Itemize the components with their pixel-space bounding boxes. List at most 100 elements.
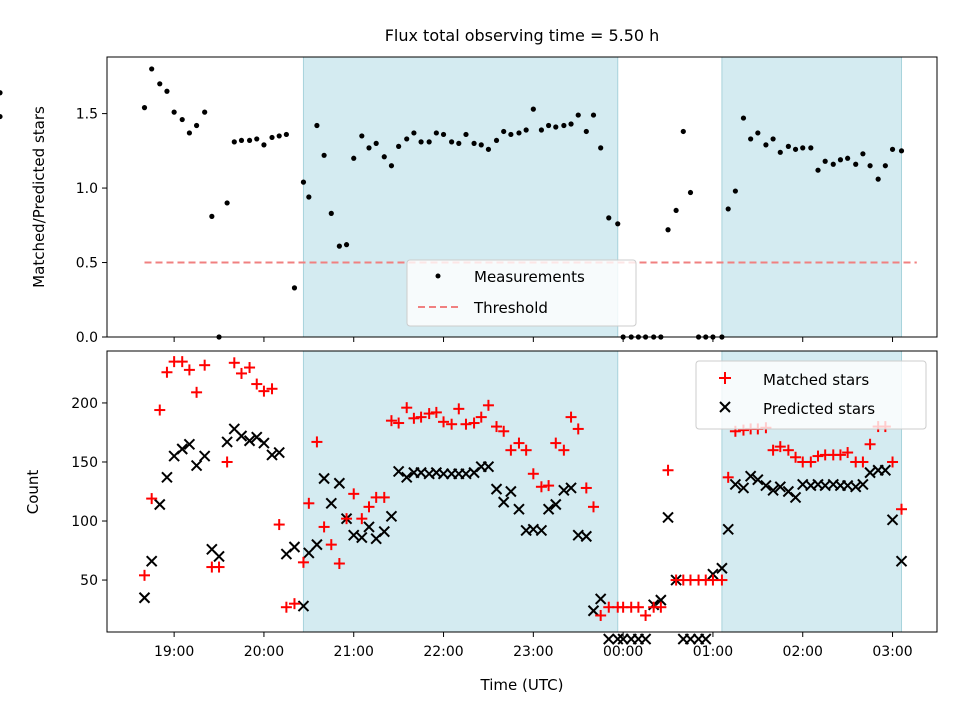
x-tick-label: 00:00 [603, 644, 643, 660]
matched-star-point [887, 456, 899, 468]
matched-star-point [572, 423, 584, 435]
measurement-point [291, 285, 298, 291]
matched-star-point [199, 359, 211, 371]
measurement-point [615, 221, 621, 227]
matched-star-point [430, 406, 442, 418]
predicted-star-point [401, 471, 413, 484]
x-axis-label: Time (UTC) [480, 676, 564, 694]
bottom-y-ticks: 50 100 150 200 [71, 396, 107, 589]
matched-star-point [632, 601, 644, 613]
matched-star-point [834, 449, 846, 461]
matched-star-point [842, 447, 854, 459]
predicted-star-point [183, 438, 196, 450]
measurement-point [209, 213, 215, 219]
measurement-point [800, 145, 806, 151]
predicted-star-point [297, 600, 310, 612]
predicted-star-point [716, 562, 728, 574]
measurement-point [157, 81, 163, 87]
x-tick-label: 03:00 [872, 644, 912, 660]
measurement-point [553, 124, 559, 130]
predicted-star-point [594, 593, 607, 605]
measurement-point [231, 139, 237, 145]
measurement-point [351, 155, 357, 161]
matched-star-point [438, 416, 450, 428]
predicted-star-point [603, 633, 615, 645]
shaded-interval-1 [302, 350, 619, 633]
matched-star-point [520, 444, 532, 456]
predicted-star-point [612, 633, 624, 645]
measurement-point [755, 130, 761, 136]
predicted-star-point [190, 459, 203, 472]
measurement-point [538, 127, 545, 133]
matched-star-point [333, 558, 345, 570]
predicted-star-point [363, 521, 375, 533]
measurement-point [254, 136, 260, 142]
measurement-point [300, 179, 307, 185]
predicted-star-point [235, 430, 248, 442]
matched-star-point [446, 418, 458, 430]
predicted-star-point [497, 496, 510, 508]
measurement-point [366, 145, 372, 151]
measurement-point [808, 145, 814, 151]
measurement-point [373, 140, 379, 146]
measurement-point [328, 210, 334, 216]
matched-star-point [460, 418, 472, 430]
measurement-point [501, 128, 507, 135]
predicted-star-point [558, 484, 570, 497]
x-tick-label: 01:00 [693, 644, 733, 660]
predicted-star-point [864, 466, 876, 479]
legend-marker-matched [719, 372, 731, 384]
measurement-point [426, 139, 432, 145]
measurement-point [471, 140, 477, 146]
y-tick-label: 0.5 [76, 256, 98, 272]
measurement-point [321, 152, 327, 158]
y-tick-label: 150 [71, 455, 98, 471]
measurement-point [561, 122, 567, 129]
measurement-point [261, 142, 267, 148]
predicted-star-point [505, 485, 517, 498]
top-legend[interactable]: Measurements Threshold [406, 259, 637, 327]
measurement-point [396, 143, 402, 149]
matched-star-point [311, 436, 323, 448]
predicted-star-point [744, 470, 757, 482]
matched-star-point [655, 601, 667, 613]
top-panel: 0.0 0.5 1.0 1.5 Matched/Predicted stars Mea… [0, 56, 938, 346]
matched-star-point [491, 421, 503, 433]
predicted-star-point [243, 435, 256, 447]
measurement-point [411, 130, 417, 136]
chart-title: Flux total observing time = 5.50 h [385, 26, 660, 45]
measurement-point [568, 121, 574, 127]
predicted-star-point [580, 530, 593, 543]
measurement-point [0, 113, 3, 120]
matched-star-point [288, 598, 300, 610]
predicted-star-point [700, 633, 712, 645]
matched-star-point [341, 513, 353, 525]
measurement-point [186, 130, 192, 136]
matched-star-point [139, 569, 150, 581]
bottom-x-ticks: 19:00 20:00 21:00 22:00 23:00 00:00 01:00 02:00… [154, 632, 913, 660]
matched-star-point [475, 411, 487, 423]
measurement-point [418, 139, 424, 145]
measurement-point [238, 137, 245, 144]
y-tick-label: 100 [71, 514, 98, 530]
predicted-star-point [311, 538, 323, 551]
x-tick-label: 23:00 [513, 644, 553, 660]
measurement-point [404, 136, 410, 142]
matched-star-point [258, 385, 270, 397]
predicted-star-point [161, 471, 173, 484]
measurement-point [246, 137, 253, 144]
measurement-point [763, 142, 769, 148]
bottom-legend[interactable]: Matched stars Predicted stars [695, 360, 927, 430]
measurement-point [687, 189, 694, 196]
measurement-point [433, 130, 439, 136]
measurement-point [606, 215, 612, 221]
measurement-point [575, 112, 581, 118]
measurement-point [224, 200, 230, 206]
measurement-point [493, 137, 500, 144]
predicted-star-point [198, 450, 211, 462]
matched-star-point [213, 561, 225, 573]
measurement-point [583, 128, 589, 135]
measurement-point [785, 143, 791, 149]
matched-star-point [363, 501, 375, 513]
predicted-star-point [729, 478, 742, 491]
